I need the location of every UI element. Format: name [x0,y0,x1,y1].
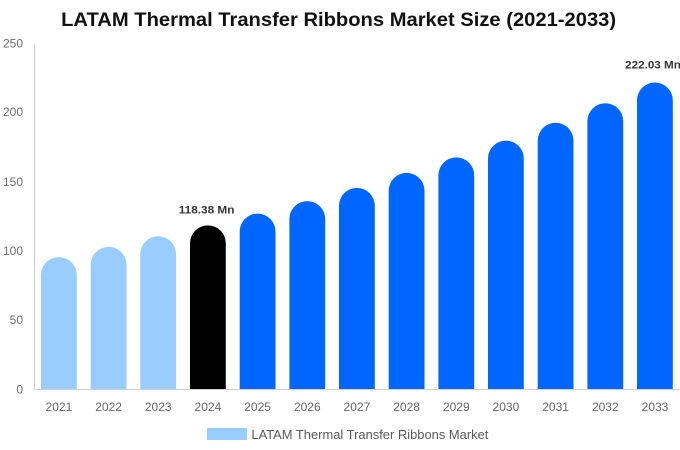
svg-text:250: 250 [3,37,23,51]
svg-text:2027: 2027 [344,400,371,414]
svg-text:2033: 2033 [642,400,669,414]
svg-text:2021: 2021 [46,400,73,414]
svg-text:2032: 2032 [592,400,619,414]
svg-text:222.03 Mn: 222.03 Mn [625,60,680,72]
svg-text:2031: 2031 [542,400,569,414]
svg-text:50: 50 [10,313,24,327]
svg-text:150: 150 [3,175,23,189]
svg-text:2028: 2028 [393,400,420,414]
svg-text:100: 100 [3,244,23,258]
svg-text:118.38 Mn: 118.38 Mn [179,204,235,216]
svg-text:2022: 2022 [95,400,122,414]
svg-text:LATAM Thermal Transfer Ribbons: LATAM Thermal Transfer Ribbons Market Si… [61,10,616,31]
svg-text:2023: 2023 [145,400,172,414]
svg-text:2026: 2026 [294,400,321,414]
svg-text:200: 200 [3,105,23,119]
svg-text:2029: 2029 [443,400,470,414]
svg-text:2025: 2025 [244,400,271,414]
svg-text:2030: 2030 [493,400,520,414]
svg-text:2024: 2024 [195,400,222,414]
svg-text:0: 0 [16,382,23,396]
svg-text:LATAM Thermal Transfer Ribbons: LATAM Thermal Transfer Ribbons Market [251,428,489,442]
